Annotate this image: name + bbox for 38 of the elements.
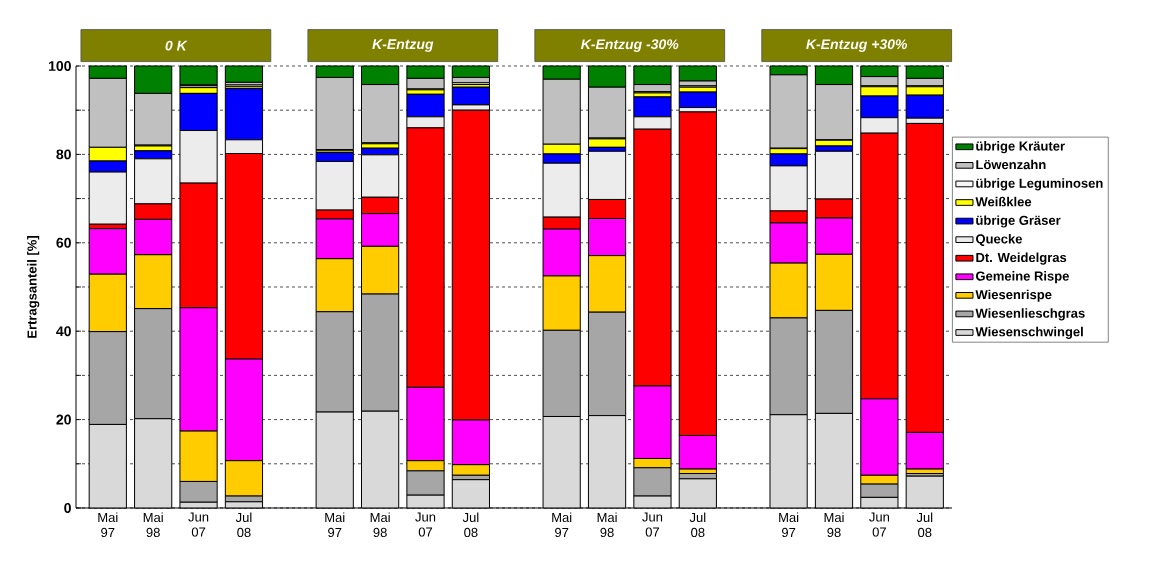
x-tick-label: Jun 07 (869, 512, 890, 537)
text: K-Entzug +30% (806, 39, 908, 52)
x-tick-label: Mai 98 (597, 512, 617, 538)
y-tick-label: 0 (64, 503, 71, 513)
x-tick-label: Mai 98 (824, 512, 844, 538)
legend-label: Gemeine Rispe (976, 271, 1069, 284)
x-tick-label: Jun 07 (415, 512, 436, 537)
y-tick-label: 60 (56, 237, 71, 248)
legend-label: Quecke (976, 233, 1022, 246)
y-tick-label: 40 (56, 326, 71, 337)
x-tick-label: Jun 07 (642, 512, 663, 537)
x-tick-label: Mai 97 (779, 512, 799, 538)
y-tick-label: 80 (56, 149, 71, 160)
x-tick-label: Mai 97 (98, 512, 118, 538)
legend-label: Dt. Weidelgras (976, 252, 1067, 265)
text: K-Entzug (372, 39, 434, 52)
x-tick-label: Mai 97 (325, 512, 345, 538)
x-tick-label: Jun 07 (188, 512, 209, 537)
legend-label: Weißklee (975, 196, 1032, 207)
y-axis-title: Ertragsanteil [%] (27, 236, 40, 338)
x-tick-label: Jul 08 (689, 512, 706, 538)
legend-label: Wiesenlieschgras (975, 308, 1085, 321)
y-tick-label: 100 (49, 61, 71, 71)
x-tick-label: Mai 97 (552, 512, 572, 538)
legend-label: übrige Gräser (976, 215, 1061, 228)
text: K-Entzug -30% (581, 39, 679, 52)
x-tick-label: Jul 08 (235, 512, 252, 538)
legend-label: übrige Leguminosen (976, 178, 1103, 191)
x-tick-label: Mai 98 (370, 512, 390, 538)
legend-label: Wiesenrispe (975, 289, 1052, 302)
y-tick-label: 20 (56, 414, 71, 425)
legend-label: Wiesenschwingel (975, 326, 1083, 339)
legend-label: übrige Kräuter (976, 141, 1065, 154)
x-tick-label: Jul 08 (462, 512, 479, 538)
x-tick-label: Jul 08 (916, 512, 933, 538)
text: 0 K (165, 40, 188, 51)
legend-label: Löwenzahn (976, 159, 1046, 170)
x-tick-label: Mai 98 (143, 512, 163, 538)
